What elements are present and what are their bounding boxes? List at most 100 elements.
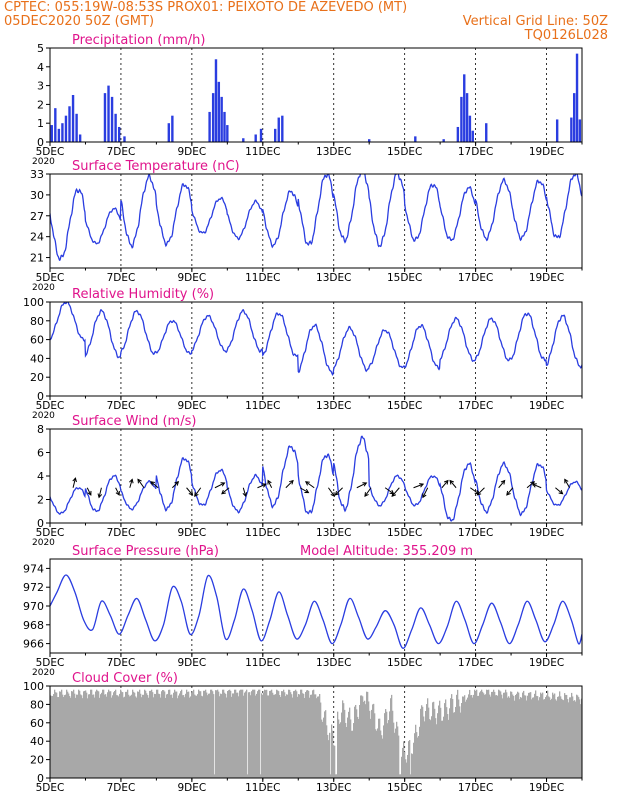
precip-bar-33 <box>456 126 460 142</box>
cloud-bar-68 <box>118 696 120 778</box>
cloud-bar-352 <box>402 747 404 778</box>
cloud-bar-190 <box>240 689 242 778</box>
cloud-bar-13 <box>63 696 65 778</box>
cloud-bar-117 <box>167 693 169 778</box>
cloud-bar-327 <box>377 728 379 778</box>
cloud-bar-319 <box>369 710 371 778</box>
cloud-bar-251 <box>301 689 303 778</box>
cloud-bar-105 <box>155 694 157 778</box>
cloud-bar-174 <box>224 692 226 778</box>
cloud-bar-153 <box>203 690 205 778</box>
cloud-bar-348 <box>398 735 400 778</box>
cloud-bar-181 <box>231 696 233 778</box>
cloud-bar-488 <box>538 700 540 778</box>
wind-arrowhead-6 <box>150 481 155 486</box>
precip-bar-7 <box>75 113 78 142</box>
cloud-bar-211 <box>261 693 263 778</box>
cloud-bar-338 <box>388 720 390 778</box>
cloud-bar-176 <box>226 697 228 778</box>
cloud-bar-26 <box>76 694 78 778</box>
x-tick-label-2: 9DEC <box>177 272 206 284</box>
cloud-bar-415 <box>465 701 467 778</box>
cloud-bar-494 <box>544 699 546 778</box>
y-tick-label-2: 27 <box>30 210 44 223</box>
cloud-bar-361 <box>411 753 413 778</box>
wind-arrowhead-0 <box>72 477 77 483</box>
cloud-bar-80 <box>130 695 132 778</box>
cloud-bar-384 <box>434 708 436 778</box>
wind-arrow-1 <box>86 487 92 496</box>
wind-arrow-15 <box>285 480 294 489</box>
cloud-bar-14 <box>64 695 66 778</box>
cloud-bar-393 <box>443 716 445 778</box>
cloud-bar-96 <box>146 693 148 778</box>
cloud-bar-265 <box>315 694 317 778</box>
cloud-bar-477 <box>527 695 529 778</box>
cloud-bar-191 <box>241 689 243 778</box>
cloud-bar-99 <box>149 690 151 778</box>
cloud-bar-245 <box>295 689 297 778</box>
cloud-bar-201 <box>251 691 253 778</box>
cloud-bar-19 <box>69 696 71 778</box>
cloud-bar-199 <box>249 692 251 778</box>
cloud-bar-86 <box>136 697 138 778</box>
cloud-bar-495 <box>545 697 547 778</box>
y-tick-label-4: 974 <box>23 562 44 575</box>
y-tick-label-1: 1 <box>37 117 44 130</box>
cloud-bar-369 <box>419 726 421 778</box>
cloud-bar-210 <box>260 774 262 778</box>
cloud-bar-466 <box>516 693 518 778</box>
x-tick-label-1: 7DEC <box>107 146 136 158</box>
cloud-bar-332 <box>382 738 384 778</box>
cloud-bar-75 <box>125 691 127 778</box>
cloud-bar-467 <box>517 691 519 778</box>
cloud-bar-305 <box>355 704 357 778</box>
cloud-bar-74 <box>124 696 126 778</box>
cloud-bar-243 <box>293 691 295 778</box>
cloud-bar-151 <box>201 695 203 778</box>
wind-arrow-30 <box>498 480 506 489</box>
cloud-bar-320 <box>370 718 372 778</box>
cloud-bar-82 <box>132 689 134 778</box>
cloud-bar-2 <box>52 695 54 778</box>
precip-bar-42 <box>572 93 576 142</box>
cloud-bar-298 <box>348 711 350 778</box>
panel-3: 0 2 4 6 8 5DEC 7DEC 9DEC 11DEC 13DEC 15DEC 17DEC 19D… <box>32 414 583 548</box>
y-tick-label-3: 3 <box>37 80 44 93</box>
cloud-bar-123 <box>173 692 175 778</box>
x-tick-label-5: 15DEC <box>387 782 422 794</box>
precip-bar-32 <box>442 139 445 142</box>
x-tick-label-3: 11DEC <box>245 272 280 284</box>
cloud-bar-103 <box>153 697 155 778</box>
cloud-bar-456 <box>506 692 508 778</box>
cloud-bar-314 <box>364 700 366 778</box>
cloud-bar-408 <box>458 699 460 778</box>
cloud-bar-337 <box>387 723 389 778</box>
cloud-bar-290 <box>340 722 342 778</box>
y-tick-label-3: 972 <box>23 581 44 594</box>
cloud-bar-213 <box>263 692 265 778</box>
x-tick-label-7: 19DEC <box>529 400 564 412</box>
cloud-bar-472 <box>522 692 524 778</box>
cloud-bar-490 <box>540 692 542 778</box>
cloud-bar-236 <box>286 694 288 778</box>
cloud-bar-132 <box>182 695 184 778</box>
cloud-bar-159 <box>209 693 211 778</box>
cloud-bar-231 <box>281 691 283 778</box>
cloud-bar-145 <box>195 695 197 778</box>
cloud-bar-57 <box>107 692 109 778</box>
cloud-bar-346 <box>396 721 398 778</box>
cloud-bar-71 <box>121 692 123 778</box>
x-tick-label-5: 15DEC <box>387 146 422 158</box>
cloud-bar-83 <box>133 691 135 778</box>
cloud-bar-212 <box>262 694 264 778</box>
cloud-bar-208 <box>258 689 260 778</box>
cloud-bar-504 <box>554 693 556 778</box>
cloud-bar-227 <box>277 690 279 778</box>
cloud-bar-313 <box>363 701 365 778</box>
cloud-bar-81 <box>131 694 133 778</box>
x-tick-label-0: 5DEC <box>36 400 65 412</box>
cloud-bar-46 <box>96 689 98 778</box>
cloud-bar-270 <box>320 702 322 778</box>
cloud-bar-294 <box>344 709 346 778</box>
